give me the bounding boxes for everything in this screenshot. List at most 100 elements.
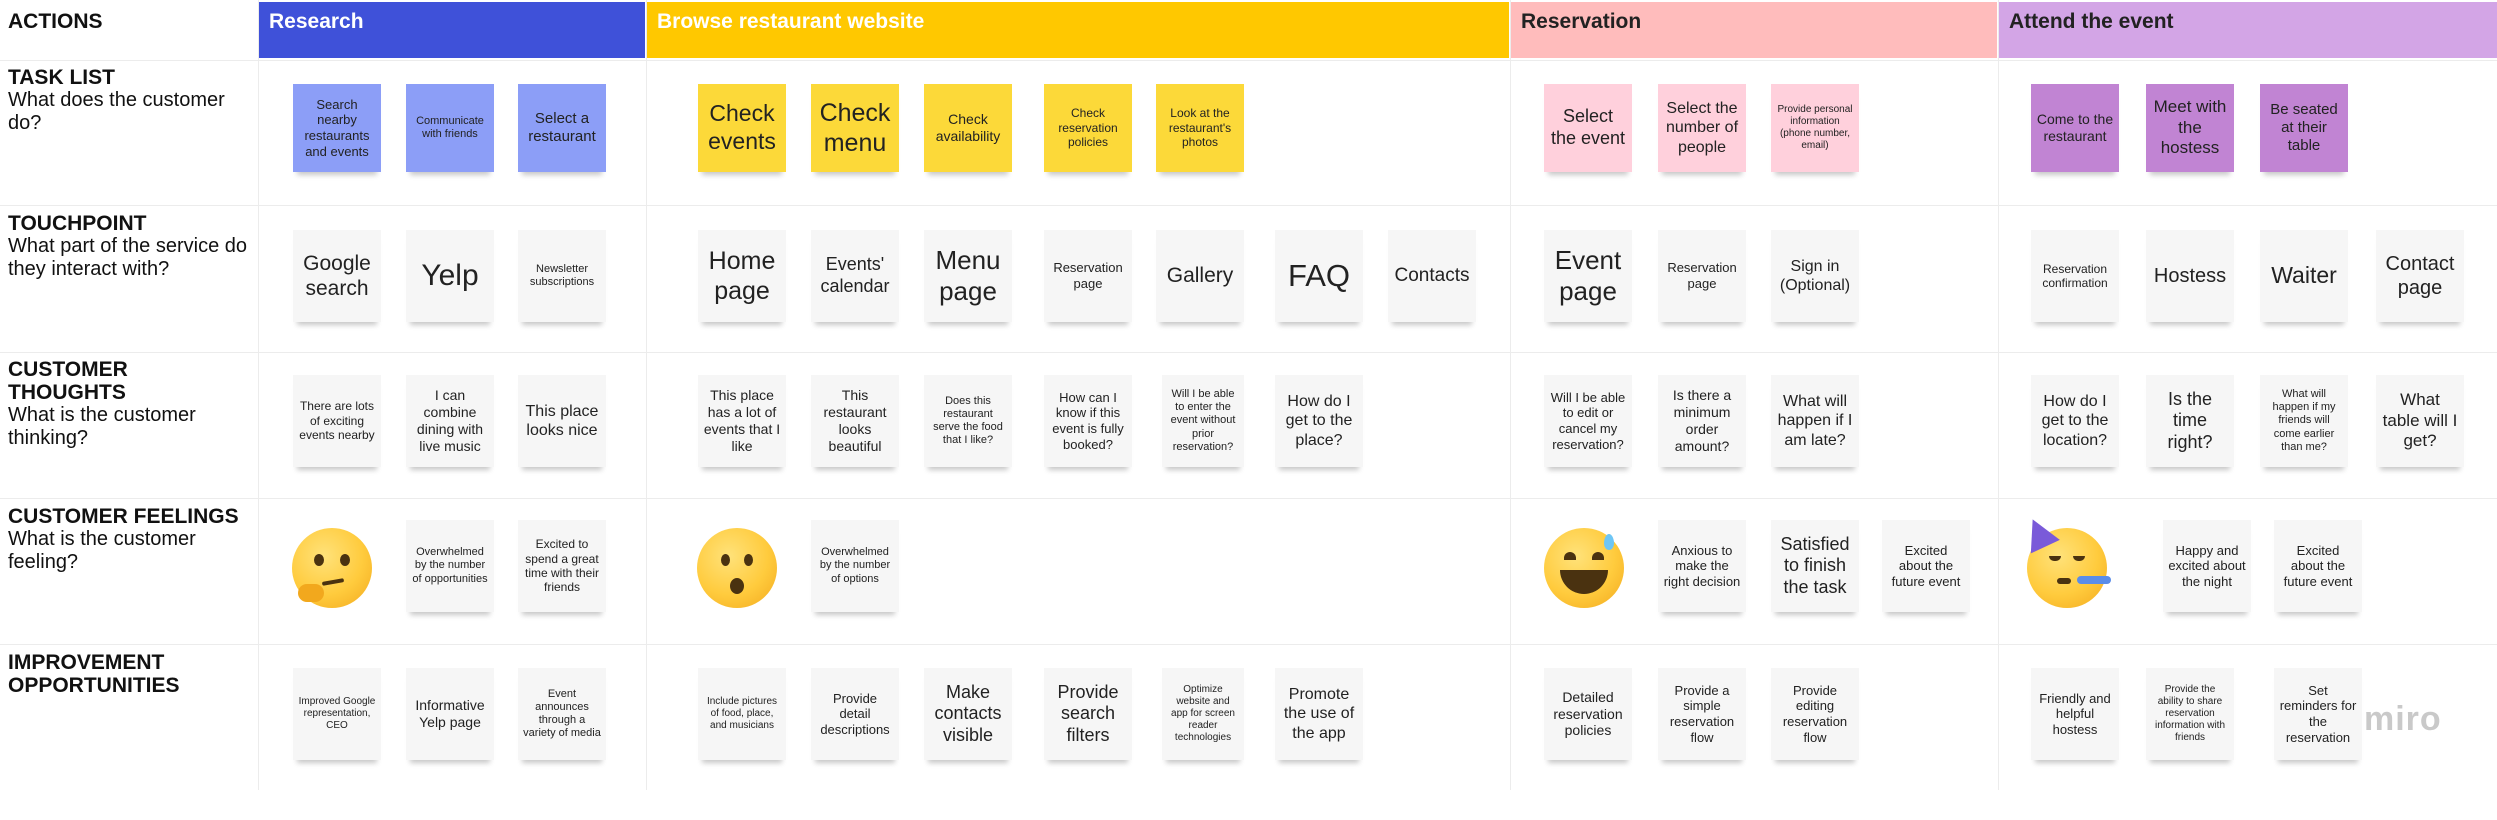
sticky-note[interactable]: Hostess (2146, 230, 2234, 322)
sticky-note[interactable]: Informative Yelp page (406, 668, 494, 760)
sticky-note[interactable]: Excited to spend a great time with their… (518, 520, 606, 612)
sticky-note[interactable]: Optimize website and app for screen read… (1162, 668, 1244, 760)
row-title: CUSTOMER THOUGHTS (8, 358, 128, 404)
sticky-note[interactable]: Excited about the future event (2274, 520, 2362, 612)
stage-header-browse[interactable]: Browse restaurant website (647, 2, 1509, 58)
row-label-improvement-opportunities: IMPROVEMENT OPPORTUNITIES (8, 651, 248, 697)
sticky-note[interactable]: Reservation page (1044, 230, 1132, 322)
sticky-note[interactable]: Select the event (1544, 84, 1632, 172)
sticky-note[interactable]: Overwhelmed by the number of options (811, 520, 899, 612)
sticky-note[interactable]: Overwhelmed by the number of opportuniti… (406, 520, 494, 612)
sticky-note[interactable]: Check availability (924, 84, 1012, 172)
sticky-note[interactable]: Happy and excited about the night (2163, 520, 2251, 612)
sticky-note[interactable]: Provide editing reservation flow (1771, 668, 1859, 760)
sticky-note[interactable]: How do I get to the place? (1275, 375, 1363, 467)
sticky-note[interactable]: How do I get to the location? (2031, 375, 2119, 467)
sticky-note[interactable]: Menu page (924, 230, 1012, 322)
sticky-note[interactable]: Provide the ability to share reservation… (2146, 668, 2234, 760)
column-divider (258, 0, 259, 790)
sticky-note[interactable]: What table will I get? (2376, 375, 2464, 467)
row-title: TOUCHPOINT (8, 212, 147, 235)
sticky-note[interactable]: Will I be able to enter the event withou… (1162, 375, 1244, 467)
sticky-note[interactable]: Meet with the hostess (2146, 84, 2234, 172)
sticky-note[interactable]: Include pictures of food, place, and mus… (698, 668, 786, 760)
column-divider (1510, 0, 1511, 790)
hushed-face-emoji (697, 528, 777, 608)
sticky-note[interactable]: How can I know if this event is fully bo… (1044, 375, 1132, 467)
sticky-note[interactable]: Is the time right? (2146, 375, 2234, 467)
row-title: CUSTOMER FEELINGS (8, 505, 239, 528)
sticky-note[interactable]: Event page (1544, 230, 1632, 322)
sticky-note[interactable]: Events' calendar (811, 230, 899, 322)
sticky-note[interactable]: Gallery (1156, 230, 1244, 322)
grinning-sweat-face-emoji (1544, 528, 1624, 608)
sticky-note[interactable]: What will happen if I am late? (1771, 375, 1859, 467)
sticky-note[interactable]: Provide search filters (1044, 668, 1132, 760)
sticky-note[interactable]: Excited about the future event (1882, 520, 1970, 612)
row-divider (0, 205, 2497, 206)
sticky-note[interactable]: Promote the use of the app (1275, 668, 1363, 760)
sticky-note[interactable]: Newsletter subscriptions (518, 230, 606, 322)
sticky-note[interactable]: Event announces through a variety of med… (518, 668, 606, 760)
row-divider (0, 60, 2497, 61)
sticky-note[interactable]: Provide personal information (phone numb… (1771, 84, 1859, 172)
sticky-note[interactable]: There are lots of exciting events nearby (293, 375, 381, 467)
row-title: TASK LIST (8, 66, 115, 89)
sticky-note[interactable]: Communicate with friends (406, 84, 494, 172)
sticky-note[interactable]: This place has a lot of events that I li… (698, 375, 786, 467)
row-label-touchpoint: TOUCHPOINT What part of the service do t… (8, 212, 248, 281)
sticky-note[interactable]: Search nearby restaurants and events (293, 84, 381, 172)
sticky-note[interactable]: Google search (293, 230, 381, 322)
sticky-note[interactable]: FAQ (1275, 230, 1363, 322)
stage-header-research[interactable]: Research (259, 2, 645, 58)
sticky-note[interactable]: Is there a minimum order amount? (1658, 375, 1746, 467)
sticky-note[interactable]: Check events (698, 84, 786, 172)
sticky-note[interactable]: Waiter (2260, 230, 2348, 322)
sticky-note[interactable]: Look at the restaurant's photos (1156, 84, 1244, 172)
sticky-note[interactable]: Will I be able to edit or cancel my rese… (1544, 375, 1632, 467)
sticky-note[interactable]: Provide a simple reservation flow (1658, 668, 1746, 760)
sticky-note[interactable]: Contacts (1388, 230, 1476, 322)
row-subtitle: What does the customer do? (8, 89, 225, 134)
row-subtitle: What is the customer thinking? (8, 404, 196, 449)
sticky-note[interactable]: Detailed reservation policies (1544, 668, 1632, 760)
sticky-note[interactable]: Check menu (811, 84, 899, 172)
sticky-note[interactable]: Reservation confirmation (2031, 230, 2119, 322)
row-title: IMPROVEMENT OPPORTUNITIES (8, 651, 180, 697)
row-subtitle: What is the customer feeling? (8, 528, 196, 573)
column-divider (1998, 0, 1999, 790)
stage-header-reservation[interactable]: Reservation (1511, 2, 1997, 58)
sticky-note[interactable]: Set reminders for the reservation (2274, 668, 2362, 760)
sticky-note[interactable]: I can combine dining with live music (406, 375, 494, 467)
sticky-note[interactable]: What will happen if my friends will come… (2260, 375, 2348, 467)
sticky-note[interactable]: Make contacts visible (924, 668, 1012, 760)
sticky-note[interactable]: Come to the restaurant (2031, 84, 2119, 172)
row-label-customer-feelings: CUSTOMER FEELINGS What is the customer f… (8, 505, 248, 574)
row-label-task-list: TASK LIST What does the customer do? (8, 66, 248, 135)
sticky-note[interactable]: Home page (698, 230, 786, 322)
sticky-note[interactable]: Does this restaurant serve the food that… (924, 375, 1012, 467)
sticky-note[interactable]: Improved Google representation, CEO (293, 668, 381, 760)
stage-header-attend[interactable]: Attend the event (1999, 2, 2497, 58)
sticky-note[interactable]: This place looks nice (518, 375, 606, 467)
sticky-note[interactable]: Satisfied to finish the task (1771, 520, 1859, 612)
sticky-note[interactable]: This restaurant looks beautiful (811, 375, 899, 467)
sticky-note[interactable]: Anxious to make the right decision (1658, 520, 1746, 612)
sticky-note[interactable]: Select the number of people (1658, 84, 1746, 172)
sticky-note[interactable]: Provide detail descriptions (811, 668, 899, 760)
row-divider (0, 498, 2497, 499)
sticky-note[interactable]: Contact page (2376, 230, 2464, 322)
sticky-note[interactable]: Be seated at their table (2260, 84, 2348, 172)
sticky-note[interactable]: Select a restaurant (518, 84, 606, 172)
row-label-customer-thoughts: CUSTOMER THOUGHTS What is the customer t… (8, 358, 248, 450)
row-divider (0, 352, 2497, 353)
sticky-note[interactable]: Check reservation policies (1044, 84, 1132, 172)
sticky-note[interactable]: Reservation page (1658, 230, 1746, 322)
thinking-face-emoji (292, 528, 372, 608)
sticky-note[interactable]: Yelp (406, 230, 494, 322)
customer-journey-map: ACTIONS Research Browse restaurant websi… (0, 0, 2497, 790)
sticky-note[interactable]: Sign in (Optional) (1771, 230, 1859, 322)
actions-label: ACTIONS (8, 10, 103, 33)
sticky-note[interactable]: Friendly and helpful hostess (2031, 668, 2119, 760)
row-divider (0, 644, 2497, 645)
